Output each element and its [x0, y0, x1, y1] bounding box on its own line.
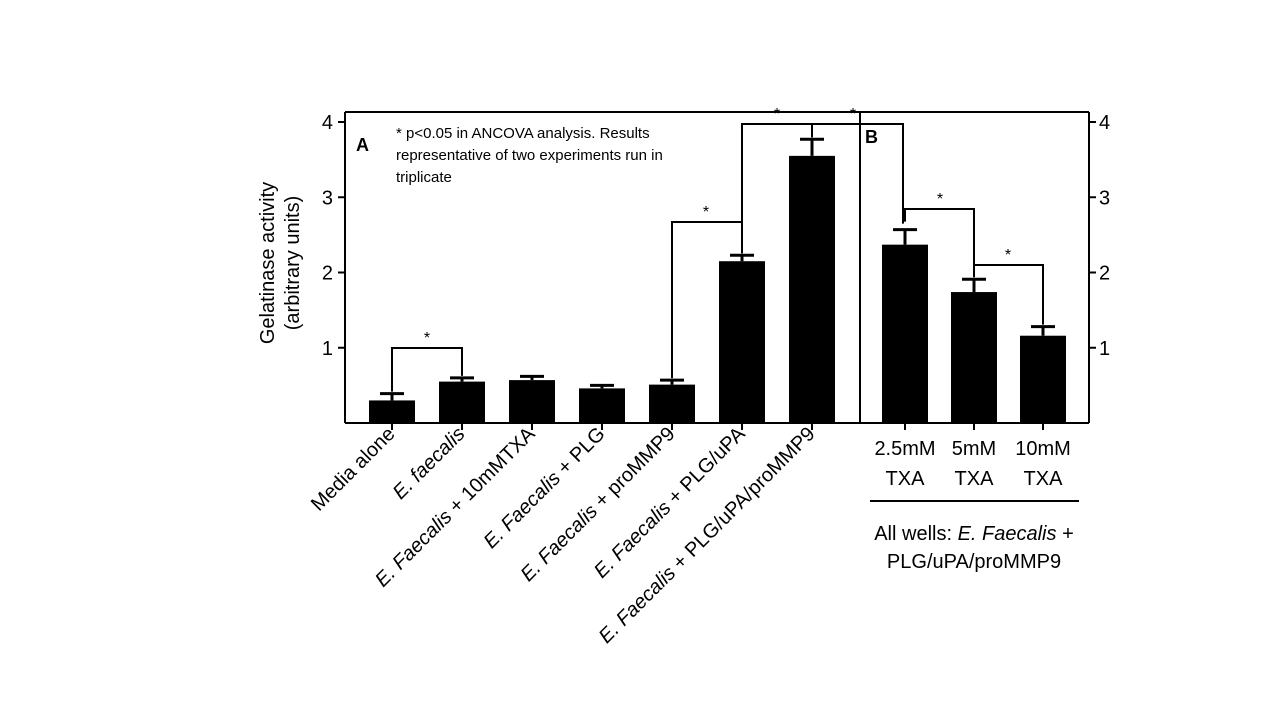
significance-note: * p<0.05 in ANCOVA analysis. Results: [396, 125, 650, 142]
panel-label-a: A: [356, 135, 369, 155]
significance-note: triplicate: [396, 169, 452, 186]
significance-star: *: [703, 204, 709, 221]
label-segment: All wells:: [874, 523, 957, 545]
panel-b-bar: [1020, 335, 1066, 423]
x-category-label-b: 2.5mM: [874, 438, 935, 460]
x-category-label-b: TXA: [955, 468, 995, 490]
significance-bracket: [811, 123, 904, 224]
y-tick-label-right: 2: [1099, 263, 1110, 285]
significance-note: representative of two experiments run in: [396, 147, 663, 164]
significance-bracket: [904, 208, 975, 278]
y-axis-title-line2: (arbitrary units): [282, 196, 304, 330]
y-tick-label-left: 4: [322, 112, 333, 134]
significance-star: *: [774, 106, 780, 123]
label-segment: + PLG/uPA/proMMP9: [665, 423, 820, 578]
significance-star: *: [850, 106, 856, 123]
y-tick-label-right: 4: [1099, 112, 1110, 134]
significance-bracket: [391, 347, 463, 392]
label-segment: E. Faecalis: [958, 523, 1057, 545]
y-tick-label-left: 1: [322, 338, 333, 360]
y-tick-label-right: 1: [1099, 338, 1110, 360]
significance-star: *: [1005, 247, 1011, 264]
panel-a-bar: [509, 380, 555, 423]
y-tick-label-left: 3: [322, 187, 333, 209]
panel-a-bar: [579, 388, 625, 423]
label-segment: +: [1057, 523, 1074, 545]
significance-bracket: [973, 264, 1044, 325]
y-axis-title-line1: Gelatinase activity: [257, 182, 279, 344]
y-axis-title: Gelatinase activity (arbitrary units): [232, 168, 342, 358]
group-label-line2: PLG/uPA/proMMP9: [887, 551, 1061, 573]
y-tick-label-left: 2: [322, 263, 333, 285]
panel-a-bar: [789, 155, 835, 424]
label-segment: + PLG: [550, 423, 610, 483]
panel-a-bar: [649, 384, 695, 423]
x-category-label-b: 5mM: [952, 438, 996, 460]
panel-a-bar: [719, 261, 765, 423]
y-tick-label-right: 3: [1099, 187, 1110, 209]
label-segment: E. Faecalis: [371, 506, 457, 592]
significance-star: *: [424, 330, 430, 347]
panel-label-b: B: [865, 127, 878, 147]
x-category-label-b: TXA: [1024, 468, 1064, 490]
panel-b-bar: [951, 292, 997, 423]
x-category-label: E. Faecalis + PLG: [480, 423, 610, 553]
label-segment: PLG/uPA/proMMP9: [887, 551, 1061, 573]
x-category-label-b: TXA: [886, 468, 926, 490]
group-label-line1: All wells: E. Faecalis +: [874, 523, 1074, 545]
x-category-label-b: 10mM: [1015, 438, 1071, 460]
x-category-label: Media alone: [307, 423, 400, 516]
panel-b-bar: [882, 244, 928, 423]
panel-a-bar: [369, 400, 415, 423]
label-segment: Media alone: [307, 423, 400, 516]
significance-star: *: [937, 191, 943, 208]
panel-a-bar: [439, 381, 485, 423]
